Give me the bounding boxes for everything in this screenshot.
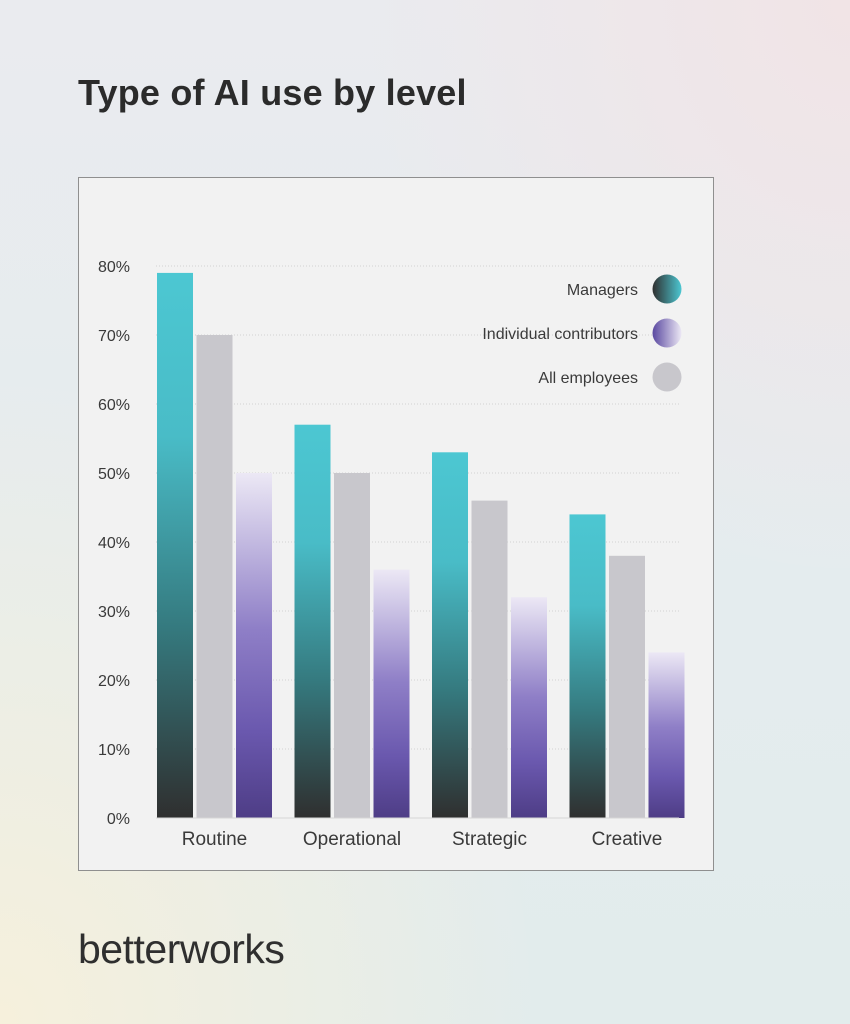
- x-category-label: Routine: [182, 829, 248, 850]
- bar-chart: 0% 10% 20% 30% 40% 50% 60% 70% 80% Routine Operati…: [98, 259, 685, 850]
- y-tick-label: 30%: [98, 604, 130, 621]
- y-tick-label: 70%: [98, 328, 130, 345]
- bar-individual-contributors-routine: [236, 473, 272, 818]
- betterworks-logo: betterworks: [78, 926, 285, 972]
- x-category-label: Creative: [592, 829, 663, 850]
- legend-swatch-managers: [652, 274, 682, 304]
- legend-label-managers: Managers: [567, 282, 638, 299]
- bar-managers-creative: [569, 514, 606, 818]
- bar-managers-strategic: [432, 452, 468, 818]
- y-tick-label: 40%: [98, 535, 130, 552]
- bar-all-employees-strategic: [471, 500, 508, 818]
- bar-all-employees-creative: [609, 555, 645, 818]
- bar-all-employees-operational: [334, 473, 370, 818]
- bar-individual-contributors-strategic: [511, 597, 547, 818]
- y-tick-label: 60%: [98, 397, 130, 414]
- legend-swatch-individual-contributors: [652, 318, 682, 348]
- x-category-label: Operational: [303, 829, 401, 850]
- bar-all-employees-routine: [196, 335, 233, 818]
- y-tick-label: 50%: [98, 466, 130, 483]
- y-tick-label: 20%: [98, 673, 130, 690]
- legend-label-all-employees: All employees: [538, 370, 638, 387]
- x-category-label: Strategic: [452, 829, 527, 850]
- legend-swatch-all-employees: [652, 362, 682, 392]
- bar-individual-contributors-operational: [373, 569, 410, 818]
- bar-managers-operational: [294, 424, 331, 818]
- legend-label-individual-contributors: Individual contributors: [482, 326, 638, 343]
- bar-individual-contributors-creative: [648, 652, 685, 818]
- bar-managers-routine: [157, 272, 193, 818]
- y-tick-label: 10%: [98, 742, 130, 759]
- page-title: Type of AI use by level: [78, 72, 467, 113]
- y-tick-label: 80%: [98, 259, 130, 276]
- chart-panel: 0% 10% 20% 30% 40% 50% 60% 70% 80% Routine Operati…: [78, 177, 714, 871]
- y-tick-label: 0%: [107, 811, 130, 828]
